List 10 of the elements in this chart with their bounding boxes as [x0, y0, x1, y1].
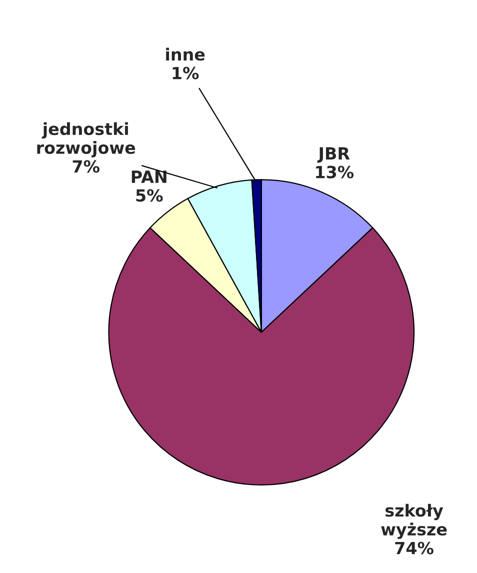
data-label: 74% — [395, 542, 434, 554]
slice-label: szkoły wyższe — [381, 504, 447, 539]
data-label: 1% — [172, 66, 199, 80]
slice-label: inne — [166, 48, 205, 61]
slice-label: PAN — [132, 170, 166, 183]
data-label: 13% — [316, 166, 354, 178]
data-label: 7% — [72, 160, 100, 173]
data-label: 5% — [136, 189, 163, 202]
slice-label: JBR — [317, 147, 350, 163]
slice-label: jednostki rozwojowe — [37, 122, 136, 158]
